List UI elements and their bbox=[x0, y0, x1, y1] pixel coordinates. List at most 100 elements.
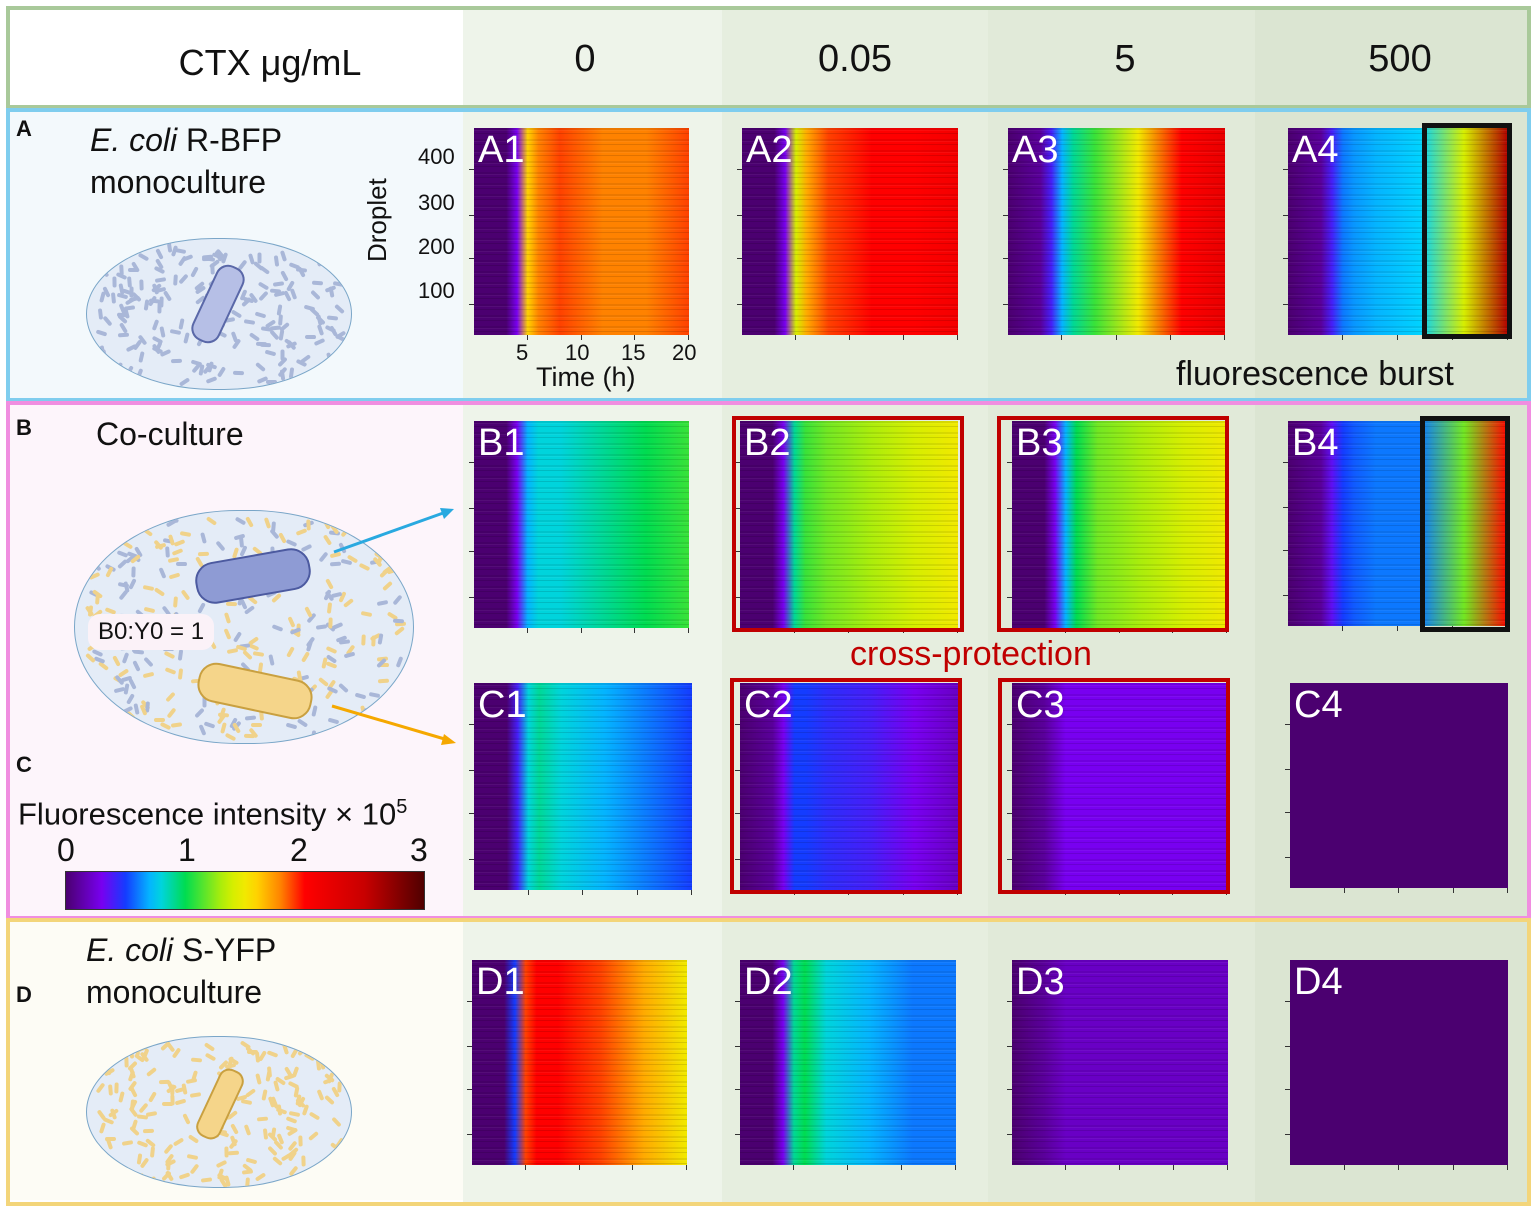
bacterium-icon bbox=[280, 270, 289, 282]
orange-arrowhead-icon bbox=[441, 734, 456, 745]
y-tick-mark bbox=[1003, 169, 1008, 171]
x-tick-mark bbox=[1173, 1165, 1174, 1170]
x-tick-mark bbox=[793, 1165, 794, 1170]
conc-5: 5 bbox=[1114, 38, 1136, 80]
bacterium-icon bbox=[248, 332, 261, 343]
bacterium-icon bbox=[178, 273, 190, 285]
bacterium-icon bbox=[285, 646, 295, 659]
species-name: E. coli bbox=[86, 932, 174, 968]
bacterium-icon bbox=[254, 361, 266, 373]
panel-label: B3 bbox=[1016, 422, 1063, 464]
panel-label: B4 bbox=[1292, 422, 1339, 464]
bacterium-icon bbox=[91, 648, 104, 658]
y-tick-mark bbox=[1285, 1046, 1290, 1048]
bacterium-icon bbox=[180, 530, 192, 537]
x-tick-mark bbox=[1398, 1165, 1399, 1170]
ctx-label: CTX μg/mL bbox=[178, 42, 362, 83]
bacterium-icon bbox=[159, 721, 172, 731]
bacterium-icon bbox=[262, 1128, 269, 1140]
y-tick-mark bbox=[1285, 857, 1290, 859]
bacterium-icon bbox=[178, 255, 188, 268]
bacterium-icon bbox=[193, 707, 205, 719]
y-tick-mark bbox=[1007, 858, 1012, 860]
y-tick-mark bbox=[1285, 812, 1290, 814]
bacterium-icon bbox=[151, 319, 160, 331]
heatmap-A3: A3 bbox=[1008, 128, 1225, 335]
y-tick-mark bbox=[1007, 462, 1012, 464]
heatmap-C3: C3 bbox=[1012, 683, 1227, 890]
droplet-streaks bbox=[474, 128, 689, 335]
y-tick-mark bbox=[1003, 303, 1008, 305]
bacterium-icon bbox=[285, 722, 298, 730]
y-tick-mark bbox=[469, 769, 474, 771]
heatmap-D4: D4 bbox=[1290, 960, 1508, 1165]
bacterium-icon bbox=[257, 281, 269, 291]
bacterium-icon bbox=[307, 1130, 319, 1142]
y-tick-mark bbox=[467, 1134, 472, 1136]
bacterium-icon bbox=[277, 314, 283, 326]
bacterium-icon bbox=[162, 289, 172, 302]
droplet-streaks bbox=[1012, 960, 1228, 1165]
bacterium-icon bbox=[254, 311, 267, 319]
bacterium-icon bbox=[180, 589, 191, 601]
panel-label: C4 bbox=[1294, 684, 1343, 726]
bacterium-icon bbox=[263, 517, 272, 530]
y-axis-label: Droplet bbox=[362, 178, 392, 262]
bacterium-icon bbox=[247, 253, 256, 265]
y-tick-mark bbox=[735, 769, 740, 771]
bacterium-icon bbox=[125, 343, 138, 352]
panel-label: A4 bbox=[1292, 129, 1339, 171]
y-tick-200: 200 bbox=[418, 234, 455, 259]
bacterium-icon bbox=[256, 341, 268, 347]
y-tick-mark bbox=[735, 858, 740, 860]
bacterium-icon bbox=[196, 602, 206, 614]
x-tick-mark bbox=[1115, 335, 1117, 340]
bacterium-icon bbox=[131, 566, 136, 579]
y-tick-mark bbox=[469, 214, 474, 216]
bacterium-icon bbox=[311, 281, 324, 286]
bacterium-icon bbox=[170, 722, 183, 728]
bacterium-icon bbox=[298, 1135, 303, 1147]
section-letter-c: C bbox=[16, 752, 32, 777]
x-tick-mark bbox=[1227, 1165, 1228, 1170]
x-tick-mark bbox=[527, 890, 529, 895]
bacterium-icon bbox=[310, 289, 321, 300]
y-tick-mark bbox=[737, 169, 742, 171]
x-tick-mark bbox=[1397, 335, 1398, 340]
bacterium-icon bbox=[146, 1066, 158, 1077]
bacterium-icon bbox=[288, 1111, 301, 1118]
bacterium-icon bbox=[108, 1084, 114, 1096]
bacterium-icon bbox=[266, 1049, 279, 1058]
y-tick-mark bbox=[1007, 769, 1012, 771]
x-tick-mark bbox=[957, 335, 958, 340]
bacterium-icon bbox=[128, 578, 138, 591]
heatmap-A4: A4 bbox=[1288, 128, 1508, 335]
droplet-streaks bbox=[1012, 683, 1227, 890]
bacterium-icon bbox=[200, 1177, 212, 1183]
y-tick-mark bbox=[1003, 214, 1008, 216]
bacterium-icon bbox=[94, 655, 106, 664]
bacterium-icon bbox=[171, 359, 183, 364]
colorbar-label: Fluorescence intensity × 105 bbox=[18, 796, 407, 832]
bacterium-icon bbox=[154, 277, 167, 284]
y-tick-mark bbox=[1007, 551, 1012, 553]
bacterium-icon bbox=[223, 612, 231, 624]
bacterium-icon bbox=[330, 1116, 342, 1128]
bacterium-icon bbox=[115, 271, 128, 281]
y-tick-mark bbox=[469, 303, 474, 305]
bacterium-icon bbox=[245, 715, 257, 721]
bacterium-icon bbox=[172, 1137, 185, 1147]
y-tick-mark bbox=[467, 1001, 472, 1002]
y-tick-mark bbox=[1007, 507, 1012, 509]
bacterium-icon bbox=[159, 326, 166, 338]
x-tick-mark bbox=[1452, 888, 1454, 893]
cross-protection-box-c3 bbox=[998, 678, 1230, 894]
bacterium-icon bbox=[200, 531, 208, 544]
bacterium-icon bbox=[102, 315, 113, 327]
droplet-illustration-bfp bbox=[86, 238, 352, 390]
bacterium-icon bbox=[260, 1088, 268, 1101]
y-tick-mark bbox=[1007, 1001, 1012, 1002]
heatmap-A2: A2 bbox=[742, 128, 958, 335]
bacterium-icon bbox=[265, 379, 277, 385]
bacterium-icon bbox=[225, 601, 237, 607]
